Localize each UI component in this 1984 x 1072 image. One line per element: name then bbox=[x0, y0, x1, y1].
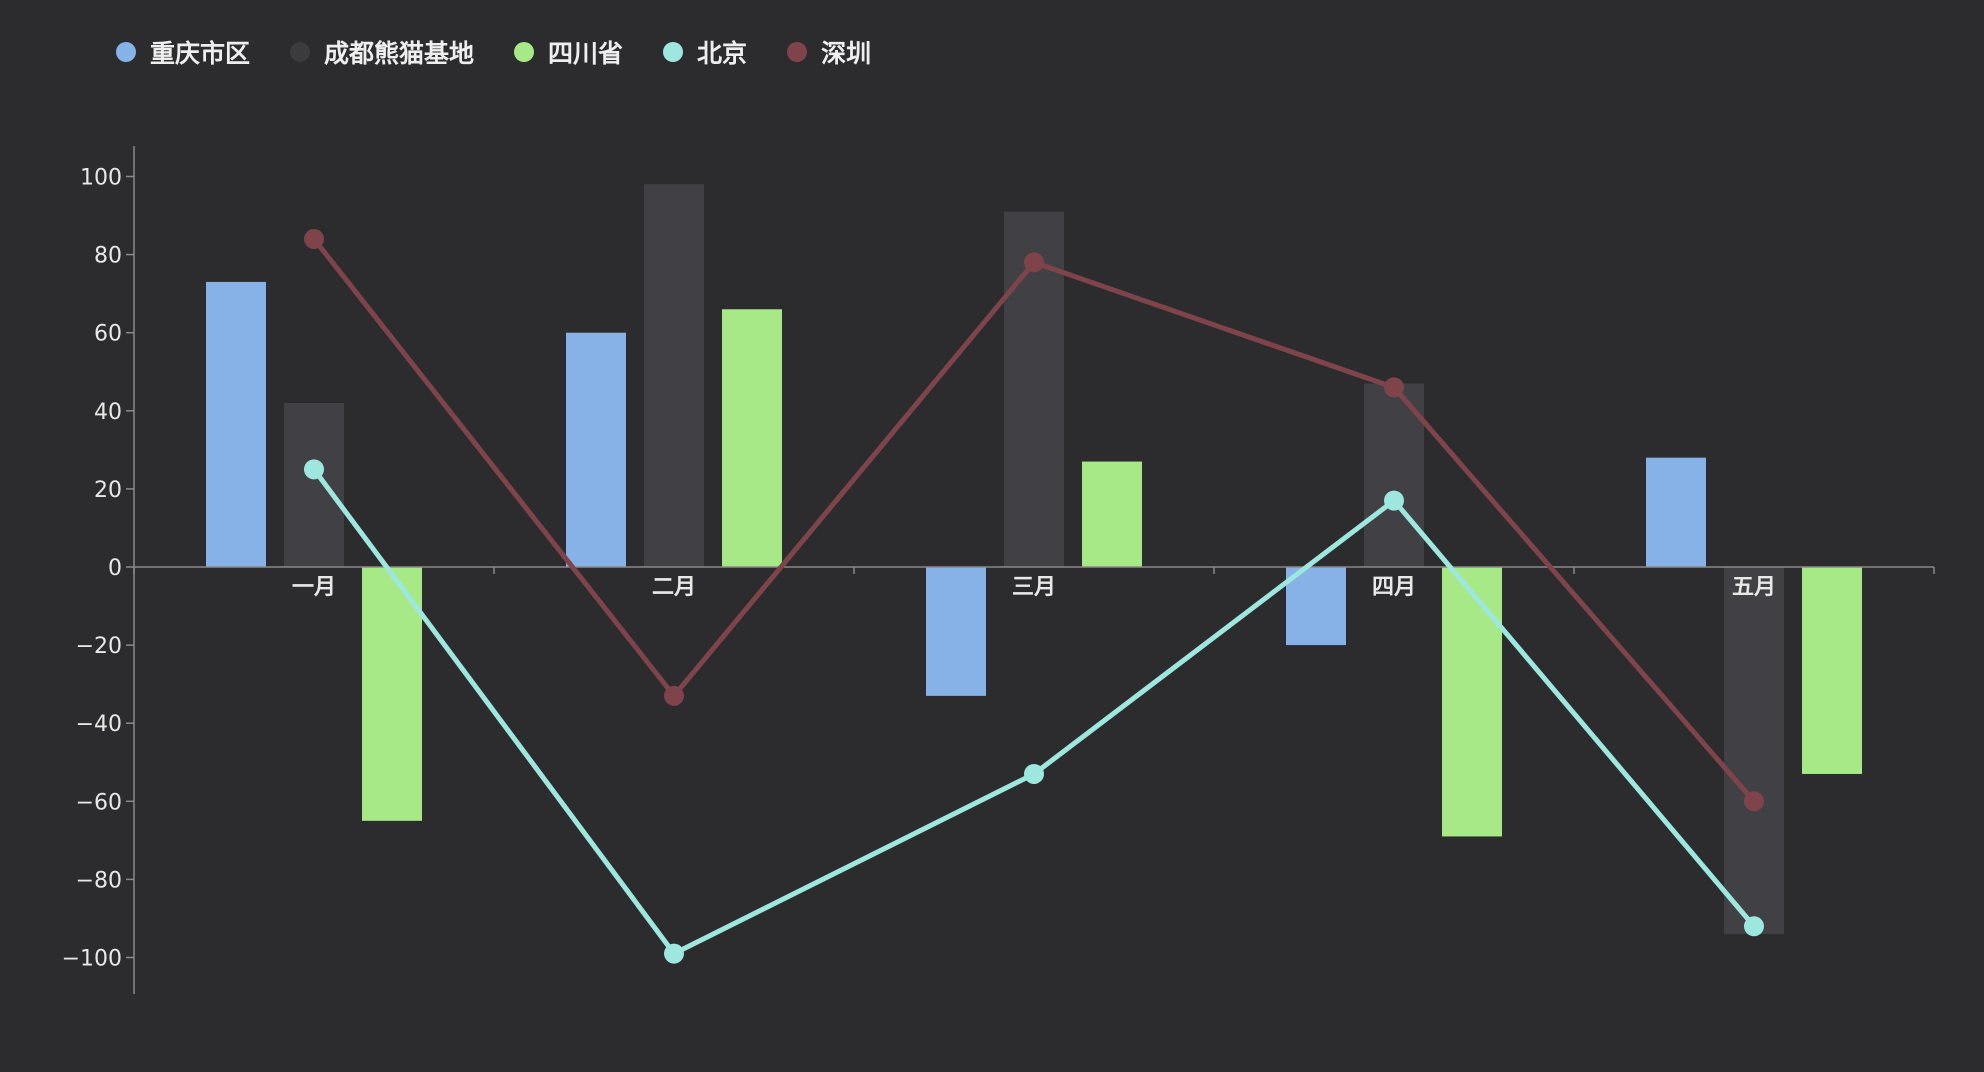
legend-item[interactable]: 成都熊猫基地 bbox=[290, 34, 474, 70]
legend-marker bbox=[116, 42, 136, 62]
bar bbox=[1082, 461, 1142, 567]
y-tick-label: −20 bbox=[76, 634, 122, 659]
line-point[interactable] bbox=[304, 459, 324, 480]
bar bbox=[644, 184, 704, 567]
line-point[interactable] bbox=[304, 228, 324, 249]
bar bbox=[284, 402, 344, 567]
legend-marker bbox=[290, 42, 311, 62]
bar bbox=[1442, 567, 1502, 837]
bar bbox=[1286, 567, 1346, 646]
legend: 重庆市区 成都熊猫基地 四川省 北京 深圳 bbox=[116, 30, 911, 74]
legend-item[interactable]: 深圳 bbox=[787, 34, 871, 70]
y-tick-label: −100 bbox=[62, 947, 122, 972]
legend-label: 四川省 bbox=[548, 39, 624, 68]
bar bbox=[926, 567, 986, 696]
bar bbox=[722, 309, 782, 567]
bar bbox=[362, 567, 422, 821]
y-tick-label: 20 bbox=[94, 478, 122, 503]
x-category-label: 四月 bbox=[1372, 575, 1416, 600]
legend-marker bbox=[663, 42, 684, 62]
y-tick-label: 60 bbox=[94, 322, 122, 347]
legend-item[interactable]: 重庆市区 bbox=[116, 34, 250, 70]
bar bbox=[206, 281, 266, 567]
line-point[interactable] bbox=[1744, 791, 1764, 812]
y-tick-label: 100 bbox=[80, 166, 122, 191]
line-point[interactable] bbox=[664, 943, 684, 964]
y-tick-label: 80 bbox=[94, 244, 122, 269]
x-category-label: 一月 bbox=[292, 575, 336, 600]
y-tick-label: −80 bbox=[76, 868, 122, 893]
y-tick-label: −60 bbox=[76, 790, 122, 815]
line-point[interactable] bbox=[1384, 490, 1404, 511]
legend-marker bbox=[514, 42, 535, 62]
legend-label: 深圳 bbox=[821, 39, 872, 68]
line-point[interactable] bbox=[1384, 377, 1404, 398]
bar bbox=[1724, 567, 1784, 935]
bar bbox=[1802, 567, 1862, 774]
line-point[interactable] bbox=[1024, 763, 1044, 784]
legend-marker bbox=[787, 42, 808, 62]
x-category-label: 二月 bbox=[652, 575, 696, 600]
legend-item[interactable]: 四川省 bbox=[514, 34, 623, 70]
legend-item[interactable]: 北京 bbox=[663, 34, 747, 70]
y-tick-label: 0 bbox=[108, 556, 122, 581]
x-category-label: 三月 bbox=[1012, 575, 1056, 600]
x-category-label: 五月 bbox=[1732, 575, 1776, 600]
line-point[interactable] bbox=[664, 685, 684, 706]
legend-label: 成都熊猫基地 bbox=[324, 39, 475, 68]
bar bbox=[1646, 457, 1706, 567]
legend-label: 北京 bbox=[697, 39, 748, 68]
y-tick-label: −40 bbox=[76, 712, 122, 737]
y-tick-label: 40 bbox=[94, 400, 122, 425]
line-point[interactable] bbox=[1744, 916, 1764, 937]
bar bbox=[566, 332, 626, 567]
legend-label: 重庆市区 bbox=[150, 39, 251, 68]
line-point[interactable] bbox=[1024, 252, 1044, 273]
